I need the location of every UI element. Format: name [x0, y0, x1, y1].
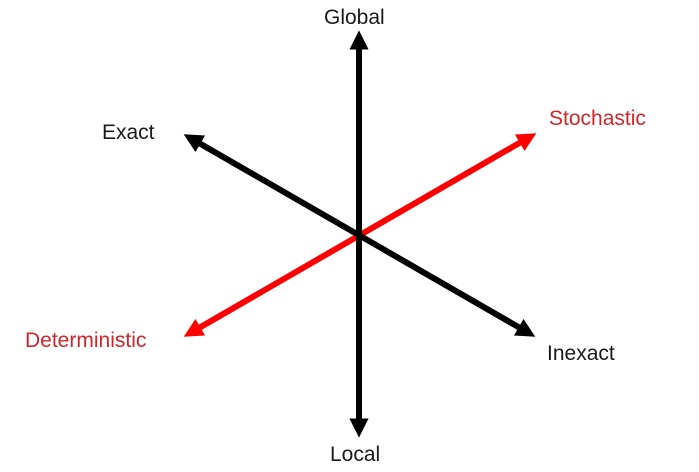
label-deterministic: Deterministic: [25, 329, 147, 352]
label-inexact: Inexact: [547, 342, 615, 365]
label-global: Global: [324, 6, 385, 29]
label-exact: Exact: [102, 121, 155, 144]
label-stochastic: Stochastic: [549, 107, 646, 130]
label-local: Local: [330, 443, 381, 466]
